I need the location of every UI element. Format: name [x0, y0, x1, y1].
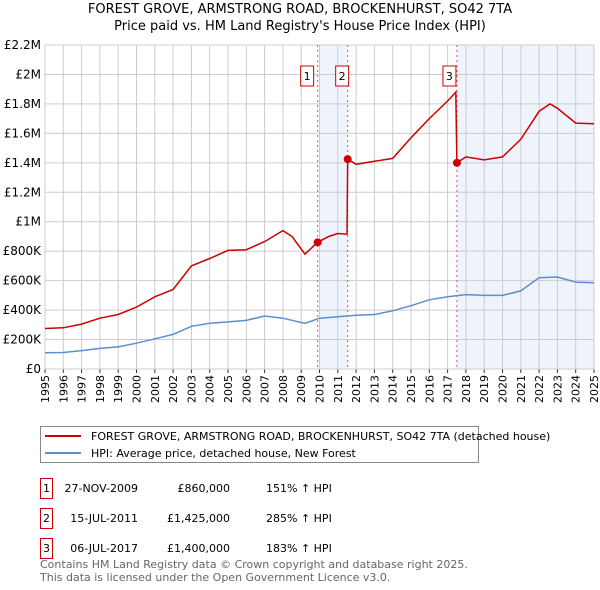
x-tick-label: 1999	[112, 375, 125, 403]
x-tick-label: 2014	[387, 375, 400, 403]
x-tick-label: 2011	[332, 375, 345, 403]
legend-swatch-blue	[45, 452, 81, 454]
sale-price: £860,000	[177, 482, 231, 495]
x-tick-label: 1996	[57, 375, 70, 403]
x-tick-label: 2023	[551, 375, 564, 403]
sale-hpi-change: 183% ↑ HPI	[266, 542, 332, 555]
sale-marker-box: 3	[40, 538, 53, 559]
legend: FOREST GROVE, ARMSTRONG ROAD, BROCKENHUR…	[40, 426, 550, 463]
sale-point	[343, 155, 352, 164]
x-tick-label: 2006	[240, 375, 253, 403]
x-tick-label: 2004	[204, 375, 217, 403]
legend-label: FOREST GROVE, ARMSTRONG ROAD, BROCKENHUR…	[91, 429, 551, 443]
x-tick-label: 2012	[350, 375, 363, 403]
series-line	[44, 90, 595, 330]
x-tick-label: 2002	[167, 375, 180, 403]
sale-label: 1	[304, 70, 311, 83]
sale-row: 3 06-JUL-2017 £1,400,000 183% ↑ HPI	[40, 538, 440, 559]
x-tick-label: 2022	[533, 375, 546, 403]
x-tick-label: 2001	[149, 375, 162, 403]
y-tick-label: £1M	[15, 215, 41, 229]
y-tick-label: £1.8M	[4, 97, 41, 111]
shaded-region	[319, 45, 348, 369]
y-tick-label: £800K	[3, 244, 43, 258]
chart-subtitle: Price paid vs. HM Land Registry's House …	[114, 19, 486, 34]
sale-date: 15-JUL-2011	[70, 512, 138, 525]
x-tick-label: 2019	[478, 375, 491, 403]
y-tick-label: £1.2M	[4, 185, 41, 199]
x-tick-label: 2021	[515, 375, 528, 403]
x-tick-label: 2016	[423, 375, 436, 403]
footer-line: This data is licensed under the Open Gov…	[40, 571, 391, 584]
y-tick-label: £0	[26, 362, 41, 376]
plot-area: 1995 1996 1997 1998 1999 2000 2001 2002 2003 2004…	[3, 38, 600, 403]
sale-hpi-change: 151% ↑ HPI	[266, 482, 332, 495]
sale-hpi-change: 285% ↑ HPI	[266, 512, 332, 525]
sale-price: £1,425,000	[167, 512, 230, 525]
x-tick-label: 2025	[588, 375, 600, 403]
sale-label-box	[300, 65, 315, 87]
sale-row: 1 27-NOV-2009 £860,000 151% ↑ HPI	[40, 478, 440, 499]
legend-label: HPI: Average price, detached house, New …	[91, 446, 356, 460]
footer: Contains HM Land Registry data © Crown c…	[40, 558, 468, 584]
x-tick-label: 2018	[460, 375, 473, 403]
x-tick-label: 2024	[570, 375, 583, 403]
x-tick-label: 2020	[497, 375, 510, 403]
x-tick-label: 2003	[185, 375, 198, 403]
footer-line: Contains HM Land Registry data © Crown c…	[40, 558, 468, 571]
y-tick-label: £200K	[3, 333, 43, 347]
y-tick-label: £1.4M	[4, 156, 41, 170]
x-tick-label: 2010	[314, 375, 327, 403]
y-tick-label: £600K	[3, 274, 43, 288]
x-tick-label: 1998	[94, 375, 107, 403]
y-tick-label: £2M	[15, 67, 41, 81]
legend-swatch-red	[45, 435, 81, 437]
shaded-region	[456, 45, 594, 369]
x-tick-label: 2013	[368, 375, 381, 403]
x-tick-label: 2015	[405, 375, 418, 403]
legend-item-property: FOREST GROVE, ARMSTRONG ROAD, BROCKENHUR…	[41, 428, 550, 444]
x-tick-label: 2017	[442, 375, 455, 403]
y-tick-label: £400K	[3, 303, 43, 317]
x-tick-label: 2005	[222, 375, 235, 403]
y-tick-label: £1.6M	[4, 126, 41, 140]
x-tick-label: 2009	[295, 375, 308, 403]
sale-point	[452, 158, 461, 167]
x-tick-label: 1995	[39, 375, 52, 403]
series-line	[44, 276, 595, 354]
sale-label: 3	[446, 70, 453, 83]
sale-price: £1,400,000	[167, 542, 230, 555]
x-tick-label: 2008	[277, 375, 290, 403]
sale-date: 27-NOV-2009	[64, 482, 138, 495]
sale-date: 06-JUL-2017	[70, 542, 138, 555]
x-tick-label: 1997	[76, 375, 89, 403]
x-tick-label: 2000	[131, 375, 144, 403]
chart-title: FOREST GROVE, ARMSTRONG ROAD, BROCKENHUR…	[87, 2, 513, 17]
y-tick-label: £2.2M	[4, 38, 41, 52]
x-tick-label: 2007	[259, 375, 272, 403]
legend-item-hpi: HPI: Average price, detached house, New …	[41, 445, 356, 461]
sale-label: 2	[339, 70, 346, 83]
plot-border	[44, 44, 595, 370]
sale-label-box	[442, 65, 457, 87]
sale-point	[313, 238, 322, 247]
sale-marker-box: 2	[40, 508, 53, 529]
sale-marker-box: 1	[40, 478, 53, 499]
sale-row: 2 15-JUL-2011 £1,425,000 285% ↑ HPI	[40, 508, 440, 529]
sale-label-box	[335, 65, 350, 87]
